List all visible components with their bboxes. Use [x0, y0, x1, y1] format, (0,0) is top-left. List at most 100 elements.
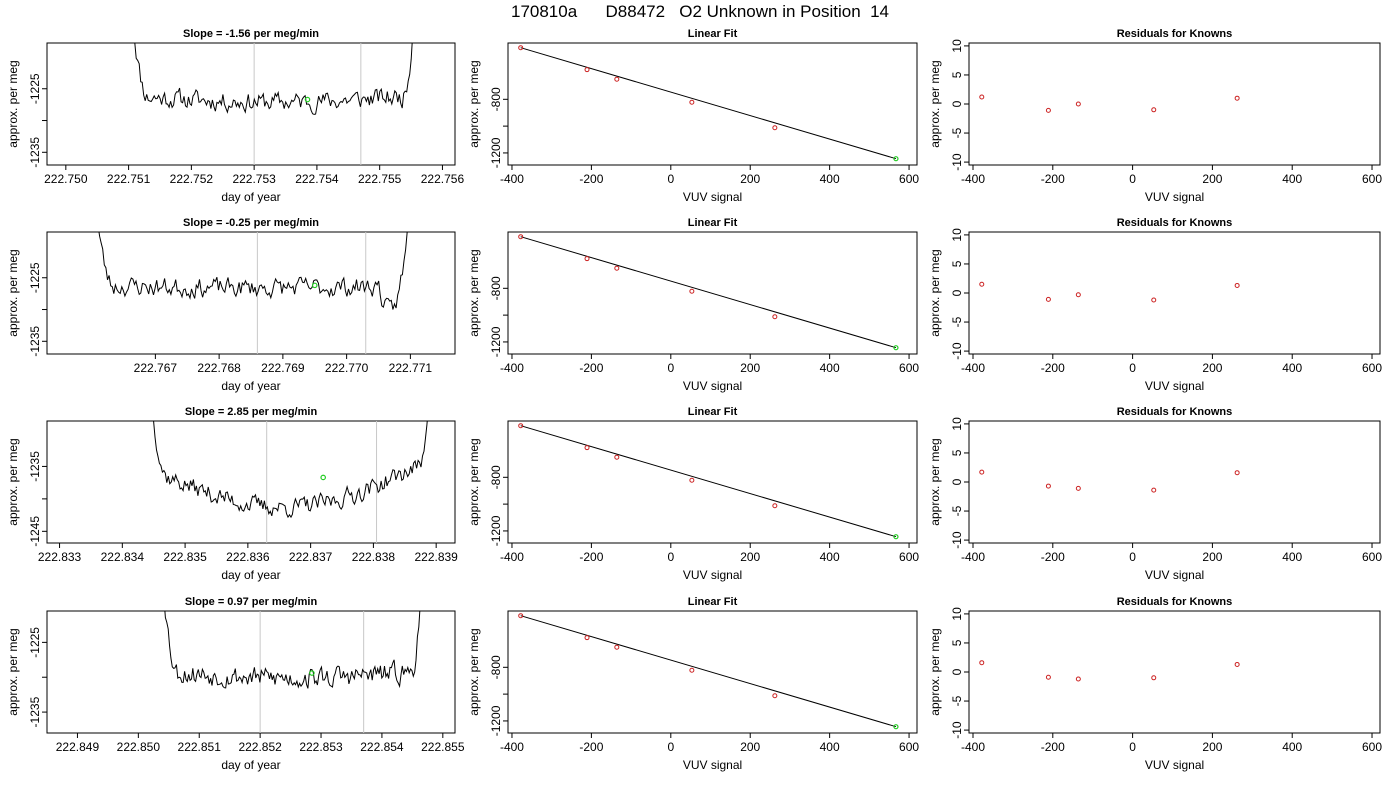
fit-line [520, 615, 897, 728]
y-tick-label: -1200 [489, 137, 503, 168]
y-tick-label: -1225 [28, 627, 42, 658]
y-axis-label: approx. per meg [6, 438, 20, 525]
plot-area [134, 43, 413, 165]
known-point [518, 613, 524, 619]
y-tick-label: -800 [489, 276, 503, 300]
x-tick-label: -400 [500, 550, 524, 564]
known-point [772, 693, 778, 699]
plot-area [518, 234, 899, 351]
fit-line [520, 425, 897, 538]
x-tick-label: 200 [740, 550, 760, 564]
plot-area [979, 469, 1240, 493]
residual-point [1151, 297, 1157, 303]
residual-point [979, 281, 985, 287]
panel-title: Residuals for Knowns [1117, 217, 1233, 229]
plot-frame [507, 420, 918, 544]
x-tick-label: 222.837 [289, 550, 333, 564]
x-tick-label: 0 [667, 740, 674, 754]
y-axis: -800 -1200 [489, 276, 509, 357]
x-tick-label: 200 [740, 172, 760, 186]
x-tick-label: -400 [500, 740, 524, 754]
y-axis-label: approx. per meg [6, 249, 20, 336]
y-tick-label: -1200 [489, 705, 503, 736]
x-tick-label: 222.853 [299, 740, 343, 754]
y-tick-label: -5 [950, 316, 964, 327]
known-point [614, 454, 620, 460]
y-axis: -800 -1200 [489, 465, 509, 546]
y-tick-label: -5 [950, 505, 964, 516]
y-axis: -1225 -1235 [28, 73, 48, 168]
x-tick-label: 200 [1202, 550, 1222, 564]
y-tick-label: 5 [950, 449, 964, 456]
plot-area [518, 613, 899, 730]
plot-area [979, 94, 1240, 113]
known-point [772, 503, 778, 509]
time-series-trace [98, 232, 408, 310]
known-point [614, 265, 620, 271]
x-tick-label: 222.750 [44, 172, 88, 186]
x-tick-label: 400 [1282, 550, 1302, 564]
x-tick-label: 400 [820, 361, 840, 375]
panel-title: Residuals for Knowns [1117, 596, 1233, 608]
known-point [689, 667, 695, 673]
x-tick-label: -400 [961, 740, 985, 754]
y-tick-label: -800 [489, 87, 503, 111]
panel-title: Linear Fit [688, 596, 738, 608]
y-tick-label: -1225 [28, 73, 42, 104]
x-tick-label: -200 [1041, 740, 1065, 754]
x-axis-label: VUV signal [683, 190, 742, 204]
x-tick-label: 222.770 [325, 361, 369, 375]
y-axis-label: approx. per meg [467, 628, 481, 715]
plot-frame [968, 420, 1381, 544]
y-tick-label: -5 [950, 127, 964, 138]
x-axis-label: day of year [221, 379, 280, 393]
panel-title: Residuals for Knowns [1117, 406, 1233, 418]
x-tick-label: 222.751 [107, 172, 151, 186]
x-tick-label: -400 [961, 172, 985, 186]
y-tick-label: -1200 [489, 515, 503, 546]
x-tick-label: 600 [1362, 550, 1382, 564]
x-tick-label: 222.771 [389, 361, 433, 375]
x-tick-label: -200 [579, 550, 603, 564]
x-tick-label: 0 [667, 361, 674, 375]
y-axis: 10 5 0 -5 -10 [950, 228, 970, 360]
x-tick-label: 222.835 [163, 550, 207, 564]
residual-point [1234, 282, 1240, 288]
x-tick-label: 0 [1129, 740, 1136, 754]
residual-point [979, 469, 985, 475]
y-tick-label: 0 [950, 668, 964, 675]
known-point [584, 635, 590, 641]
x-tick-label: 0 [1129, 550, 1136, 564]
plot-area [518, 45, 899, 162]
residual-point [1075, 101, 1081, 107]
x-axis: 222.767 222.768 222.769 222.770 222.771 [134, 353, 433, 375]
y-axis: 10 5 0 -5 -10 [950, 607, 970, 739]
x-tick-label: 222.769 [261, 361, 305, 375]
plot-frame [46, 231, 456, 355]
x-tick-label: 0 [667, 550, 674, 564]
y-tick-label: -800 [489, 465, 503, 489]
y-axis-label: approx. per meg [928, 249, 942, 336]
panel-title: Linear Fit [688, 28, 738, 40]
x-tick-label: 400 [820, 550, 840, 564]
x-tick-label: 200 [1202, 740, 1222, 754]
x-tick-label: 0 [667, 172, 674, 186]
plot-area [164, 611, 421, 733]
x-axis: 222.833 222.834 222.835 222.836 222.837 222.8… [38, 542, 458, 564]
y-axis: -1225 -1235 [28, 262, 48, 357]
known-point [518, 234, 524, 240]
unknown-point [893, 345, 899, 351]
known-point [689, 477, 695, 483]
plot-frame [968, 42, 1381, 166]
unknown-point [893, 534, 899, 540]
residual-point [1075, 676, 1081, 682]
x-tick-label: 600 [899, 740, 919, 754]
x-tick-label: -200 [579, 361, 603, 375]
y-tick-label: -1235 [28, 326, 42, 357]
x-axis-label: VUV signal [1145, 758, 1204, 772]
x-tick-label: 222.851 [178, 740, 222, 754]
x-axis-label: VUV signal [683, 568, 742, 582]
residual-point [1045, 296, 1051, 302]
panel-title: Slope = 0.97 per meg/min [185, 596, 318, 608]
